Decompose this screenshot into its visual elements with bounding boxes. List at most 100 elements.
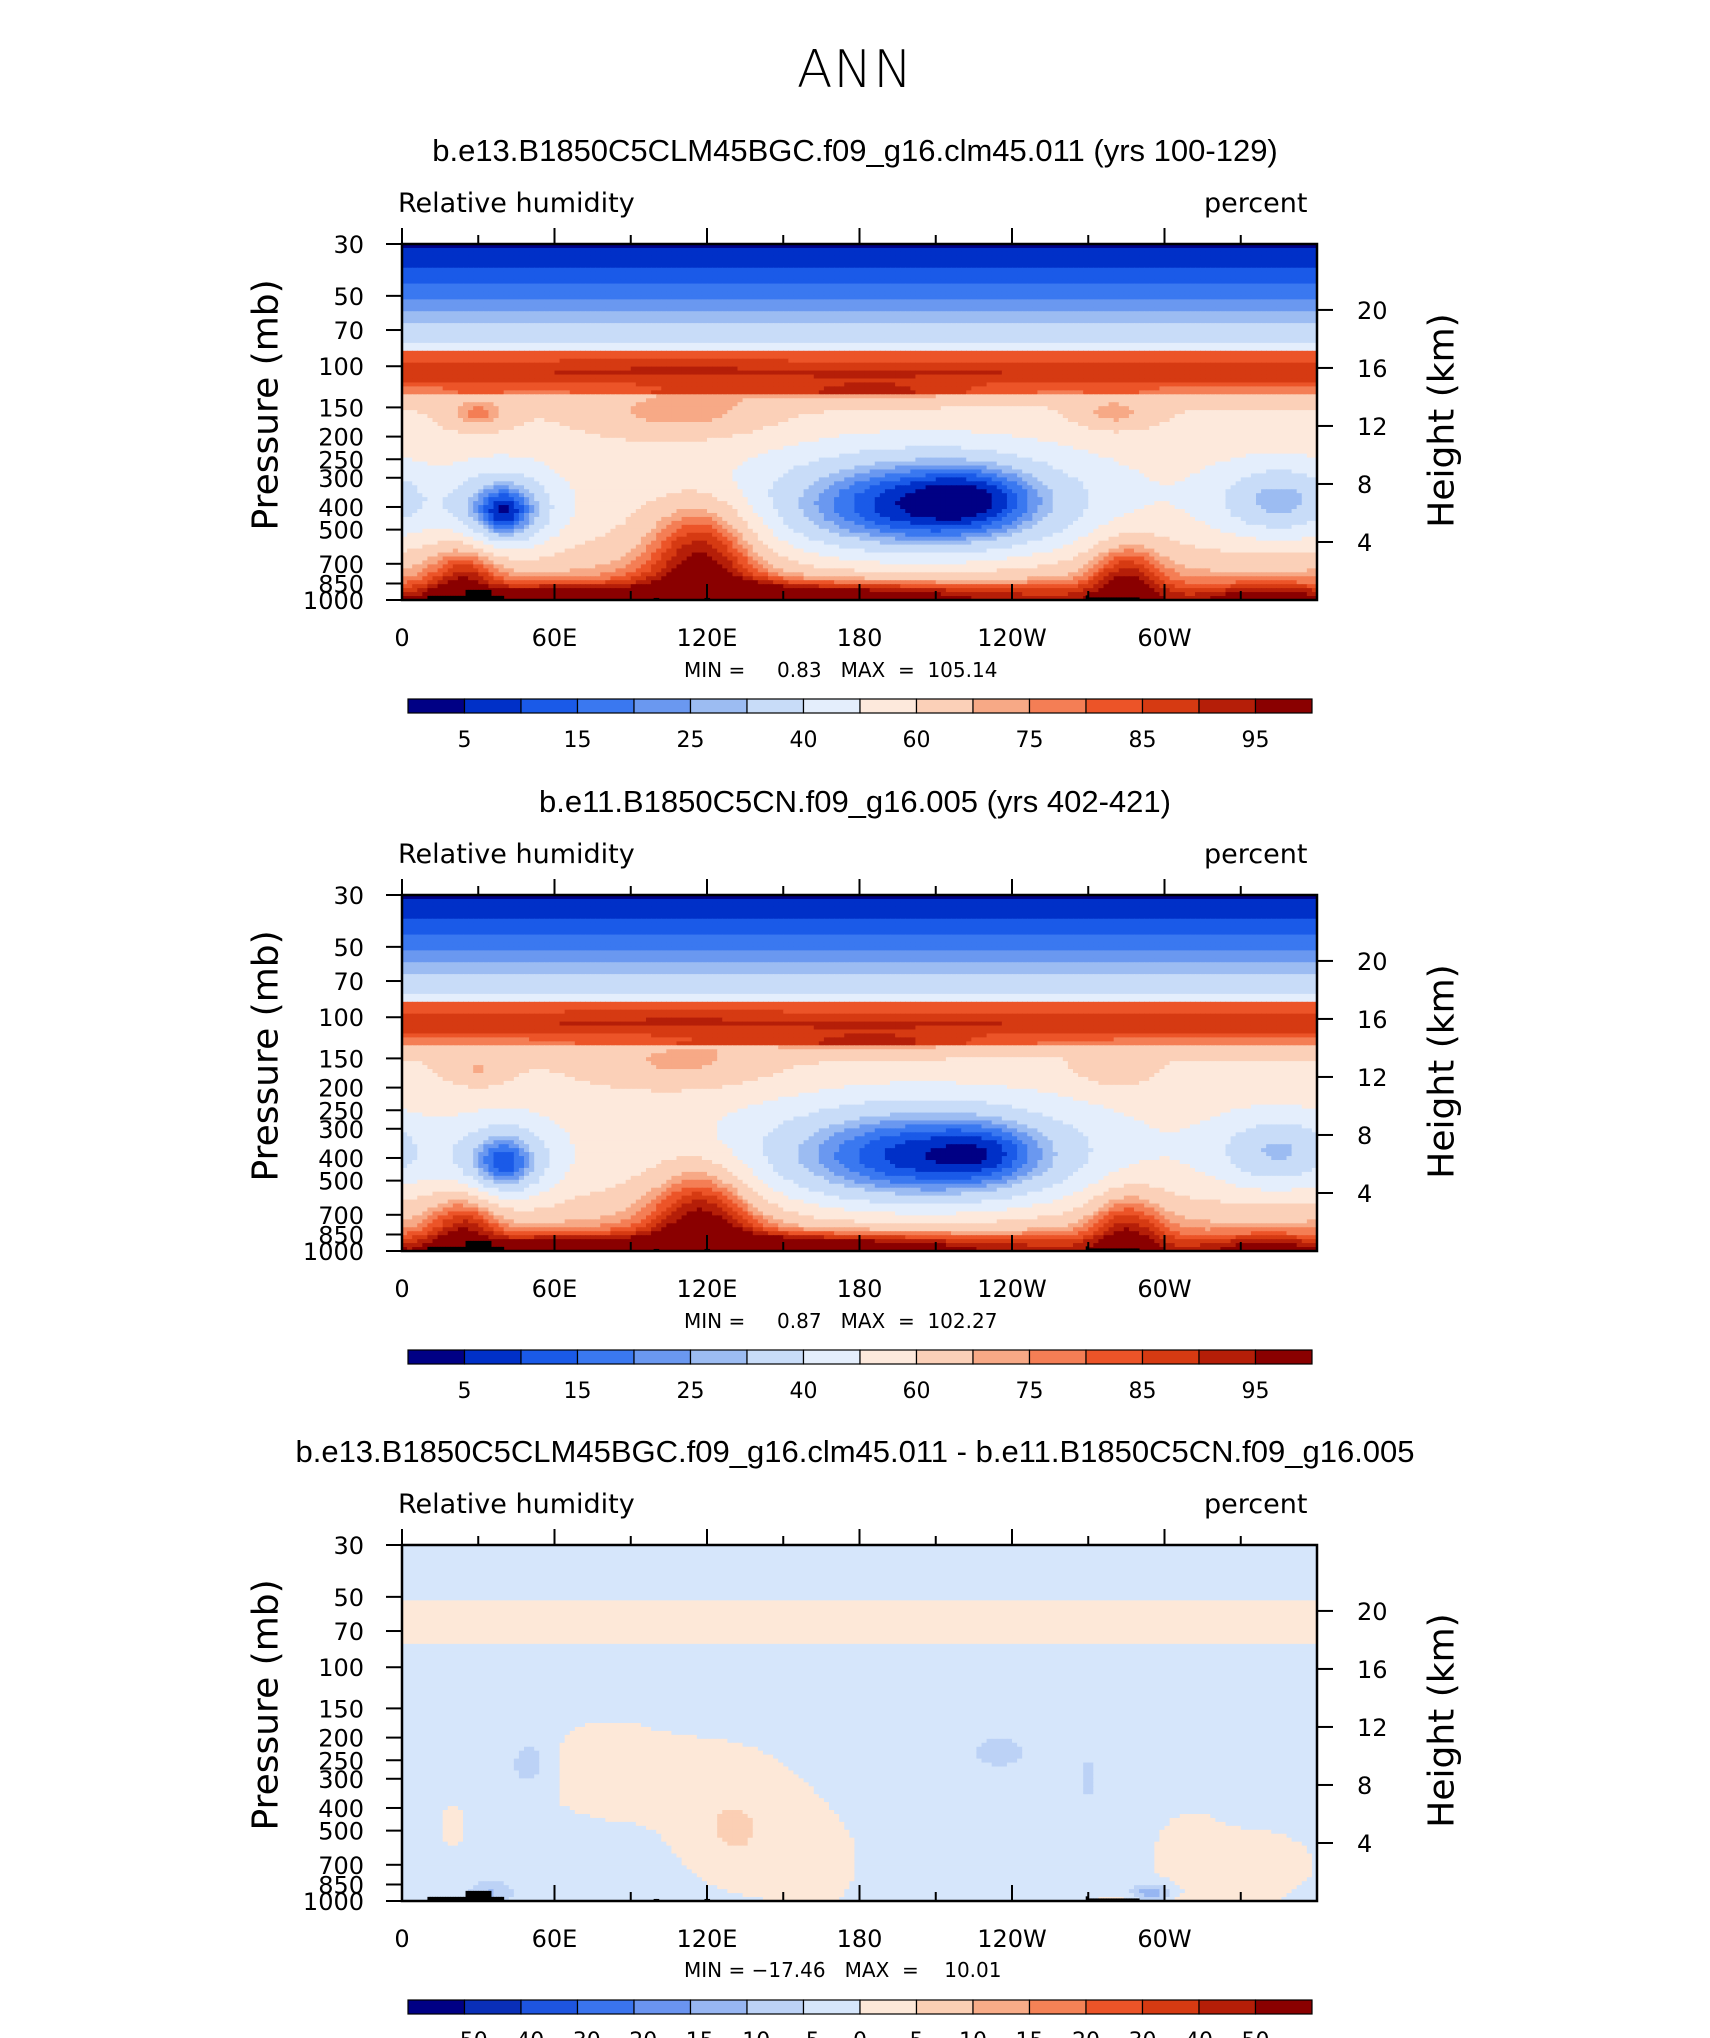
panel-2-colorbar-box <box>1030 1350 1087 1364</box>
panel-3-y2tick-label: 20 <box>1357 1598 1388 1626</box>
panel-2-colorbar-box <box>860 1350 917 1364</box>
panel-1-colorbar <box>408 699 1312 713</box>
panel-3-colorbar-box <box>1030 2000 1087 2014</box>
panel-1-colorbar-box <box>578 699 635 713</box>
panel-2-ytick-label: 30 <box>333 882 364 910</box>
panel-3-colorbar-box <box>1086 2000 1143 2014</box>
panel-2-colorbar-box <box>465 1350 522 1364</box>
panel-1-contour-field <box>402 244 1318 601</box>
panel-1-colorbar-box <box>408 699 465 713</box>
panel-1-colorbar-label: 25 <box>677 728 705 753</box>
panel-1-ytick-label: 50 <box>333 283 364 311</box>
panel-3-contour-field <box>402 1545 1318 1902</box>
panel-1-colorbar-label: 95 <box>1242 728 1270 753</box>
panel-1-colorbar-box <box>804 699 861 713</box>
panel-1-xtick-label: 180 <box>837 624 883 652</box>
panel-3-y2tick-label: 4 <box>1357 1830 1372 1858</box>
panel-2-colorbar-label: 25 <box>677 1379 705 1404</box>
panel-1-colorbar-box <box>1086 699 1143 713</box>
panel-3-colorbar-label: −15 <box>667 2029 713 2038</box>
panel-3-colorbar-box <box>1199 2000 1256 2014</box>
panel-2-contour-field <box>402 895 1318 1252</box>
panel-3-colorbar-box <box>917 2000 974 2014</box>
panel-1-xtick-label: 120W <box>977 624 1047 652</box>
panel-3-colorbar-label: 15 <box>1016 2029 1044 2038</box>
panel-2-colorbar-box <box>691 1350 748 1364</box>
panel-2-colorbar-box <box>917 1350 974 1364</box>
panel-1-ytick-label: 70 <box>333 317 364 345</box>
panel-3-colorbar-label: 50 <box>1242 2029 1270 2038</box>
panel-2-colorbar-label: 95 <box>1242 1379 1270 1404</box>
panel-2-xtick-label: 0 <box>394 1275 409 1303</box>
panel-3-xtick-label: 60W <box>1137 1925 1191 1953</box>
panel-2-ytick-label: 150 <box>318 1045 364 1073</box>
panel-3-xtick-label: 60E <box>532 1925 578 1953</box>
panel-2-colorbar-box <box>1143 1350 1200 1364</box>
panel-1-ytick-label: 500 <box>318 517 364 545</box>
panel-3-ytick-label: 1000 <box>303 1888 364 1916</box>
panel-3-ytick-label: 150 <box>318 1695 364 1723</box>
panel-1-ytick-label: 300 <box>318 465 364 493</box>
panel-2-y2tick-label: 12 <box>1357 1064 1388 1092</box>
panel-3-colorbar-box <box>804 2000 861 2014</box>
panel-3-colorbar-label: 20 <box>1072 2029 1100 2038</box>
panel-2-ytick-label: 300 <box>318 1116 364 1144</box>
panel-1-xtick-label: 60W <box>1137 624 1191 652</box>
panel-2-colorbar <box>408 1350 1312 1364</box>
panel-2-colorbar-box <box>408 1350 465 1364</box>
panel-2-y2tick-label: 20 <box>1357 948 1388 976</box>
panel-2-xtick-label: 60W <box>1137 1275 1191 1303</box>
panel-1-ytick-label: 30 <box>333 231 364 259</box>
panel-3-colorbar-box <box>408 2000 465 2014</box>
panel-3-ytick-label: 300 <box>318 1766 364 1794</box>
panel-1-colorbar-label: 60 <box>903 728 931 753</box>
panel-2-colorbar-box <box>1199 1350 1256 1364</box>
panel-2-colorbar-box <box>973 1350 1030 1364</box>
panel-3-colorbar <box>408 2000 1312 2014</box>
panel-1-y2tick-label: 12 <box>1357 413 1388 441</box>
panel-1-y2tick-label: 4 <box>1357 529 1372 557</box>
panel-3-colorbar-box <box>691 2000 748 2014</box>
panel-1-colorbar-box <box>860 699 917 713</box>
panel-1-colorbar-label: 85 <box>1129 728 1157 753</box>
panel-2-colorbar-label: 75 <box>1016 1379 1044 1404</box>
panel-1-colorbar-box <box>634 699 691 713</box>
panel-3-ytick-label: 50 <box>333 1584 364 1612</box>
panel-1-xtick-label: 60E <box>532 624 578 652</box>
panel-1-colorbar-box <box>973 699 1030 713</box>
panel-2-colorbar-box <box>578 1350 635 1364</box>
panel-1-colorbar-box <box>1143 699 1200 713</box>
panel-2-colorbar-box <box>1256 1350 1313 1364</box>
panel-2-ytick-label: 70 <box>333 968 364 996</box>
panel-2-xtick-label: 120E <box>677 1275 738 1303</box>
panel-3-xtick-label: 120W <box>977 1925 1047 1953</box>
panel-3-colorbar-label: 30 <box>1129 2029 1157 2038</box>
panel-3-xtick-label: 0 <box>394 1925 409 1953</box>
panel-3-y2tick-label: 16 <box>1357 1656 1388 1684</box>
panel-2-ytick-label: 500 <box>318 1168 364 1196</box>
panel-3-y2tick-label: 8 <box>1357 1772 1372 1800</box>
panel-2-colorbar-box <box>804 1350 861 1364</box>
panel-2-ytick-label: 100 <box>318 1004 364 1032</box>
panel-2-y2tick-label: 16 <box>1357 1006 1388 1034</box>
panel-3-ytick-label: 70 <box>333 1618 364 1646</box>
panel-3-y2tick-label: 12 <box>1357 1714 1388 1742</box>
panel-1-ytick-label: 150 <box>318 394 364 422</box>
panel-2-colorbar-box <box>1086 1350 1143 1364</box>
panel-1-y2tick-label: 16 <box>1357 355 1388 383</box>
panel-3-colorbar-label: 40 <box>1185 2029 1213 2038</box>
panel-3-colorbar-box <box>465 2000 522 2014</box>
panel-1-ytick-label: 1000 <box>303 587 364 615</box>
panel-1-colorbar-box <box>465 699 522 713</box>
panel-1-colorbar-box <box>1199 699 1256 713</box>
panel-1-colorbar-box <box>1030 699 1087 713</box>
panel-3-colorbar-label: −20 <box>611 2029 657 2038</box>
panel-1-y2tick-label: 8 <box>1357 471 1372 499</box>
panel-3-colorbar-label: −30 <box>554 2029 600 2038</box>
panel-3-colorbar-box <box>578 2000 635 2014</box>
panel-3-colorbar-box <box>634 2000 691 2014</box>
panel-3-ytick-label: 500 <box>318 1818 364 1846</box>
panel-3-colorbar-label: 10 <box>959 2029 987 2038</box>
